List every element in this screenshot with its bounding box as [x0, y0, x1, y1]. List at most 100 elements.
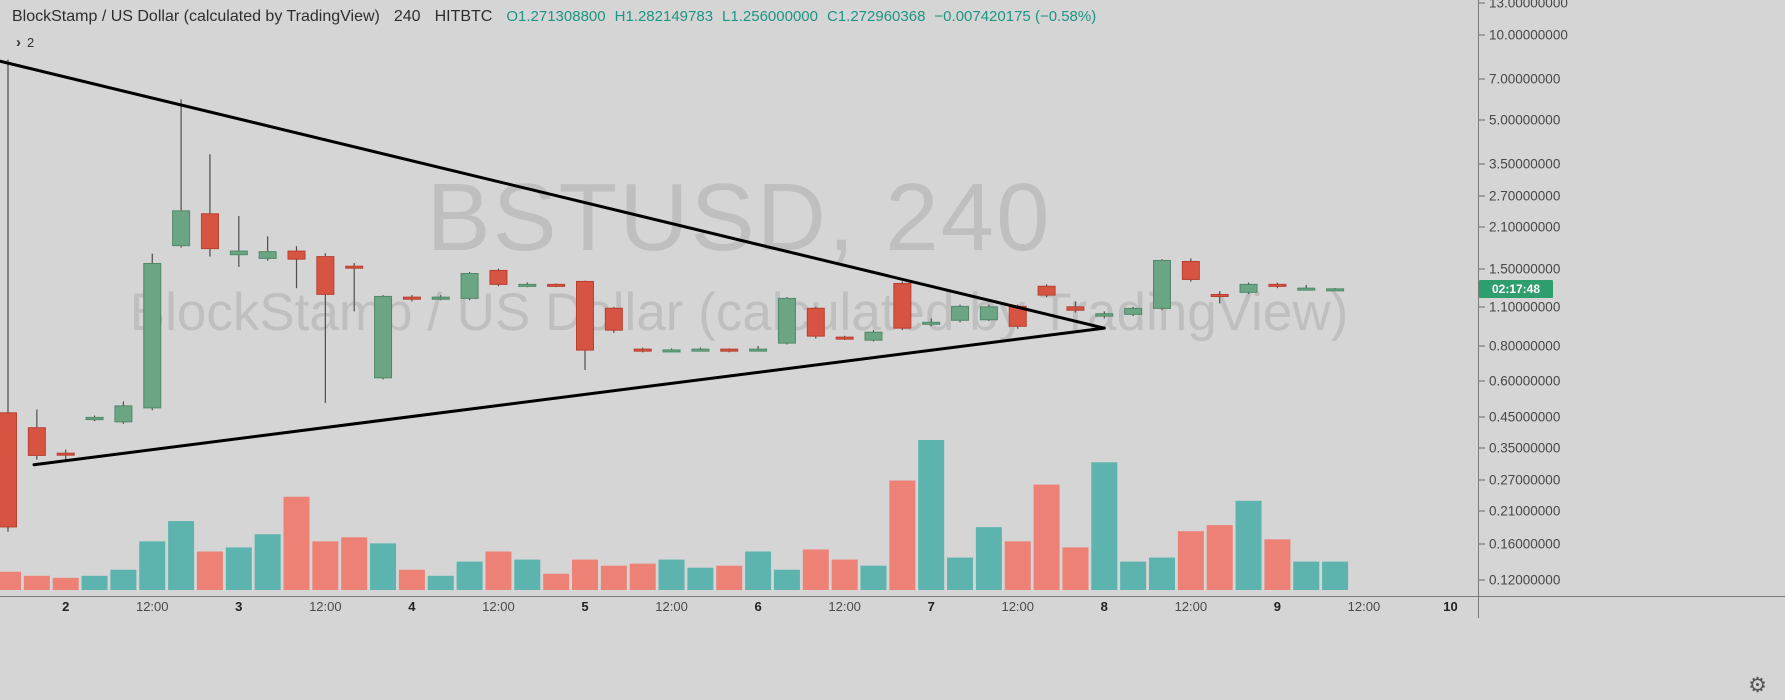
- candle-body: [604, 307, 623, 331]
- price-axis-label: 1.10000000: [1479, 299, 1560, 314]
- volume-bar: [1264, 539, 1291, 590]
- volume-bar: [1293, 561, 1320, 590]
- collapse-indicators-button[interactable]: › 2: [16, 35, 34, 50]
- ohlc-values: O1.271308800 H1.282149783 L1.256000000 C…: [506, 8, 1096, 25]
- price-tick-mark: [1479, 345, 1485, 347]
- open-value: O1.271308800: [506, 8, 606, 25]
- candle-body: [662, 349, 681, 353]
- volume-bar: [687, 567, 714, 590]
- candle-body: [316, 256, 335, 295]
- price-tick-text: 10.00000000: [1489, 27, 1568, 43]
- exchange-label: HITBTC: [434, 8, 493, 25]
- price-tick-mark: [1479, 195, 1485, 197]
- time-axis-label: 3: [235, 599, 243, 614]
- candle-body: [27, 427, 46, 456]
- price-axis-label: 7.00000000: [1479, 72, 1560, 87]
- volume-bar: [860, 565, 887, 590]
- volume-bar: [572, 559, 598, 590]
- trendline[interactable]: [32, 326, 1106, 467]
- price-axis-label: 0.27000000: [1479, 472, 1560, 487]
- price-tick-text: 7.00000000: [1489, 71, 1561, 87]
- price-tick-mark: [1479, 306, 1485, 308]
- price-axis[interactable]: 13.00000000 10.00000000 7.00000000 5.000000…: [1479, 0, 1785, 625]
- candle-body: [547, 283, 566, 287]
- high-value: H1.282149783: [614, 8, 714, 25]
- price-axis-label: 0.12000000: [1479, 572, 1560, 587]
- time-axis-label: 9: [1273, 599, 1282, 614]
- price-tick-mark: [1479, 226, 1485, 228]
- volume-bar: [802, 549, 829, 590]
- candle-body: [1181, 260, 1200, 280]
- price-tick-text: 0.35000000: [1489, 440, 1561, 456]
- price-tick-mark: [1479, 579, 1485, 581]
- volume-bar: [312, 541, 339, 590]
- volume-bar: [1120, 561, 1147, 590]
- volume-bar: [254, 534, 281, 590]
- candle-body: [143, 262, 162, 409]
- price-tick-mark: [1479, 163, 1485, 165]
- time-axis-label: 12:00: [1001, 599, 1035, 614]
- price-axis-label: 0.16000000: [1479, 537, 1560, 552]
- price-tick-text: 13.00000000: [1489, 0, 1568, 11]
- volume-bar: [283, 496, 310, 590]
- price-axis-label: 2.10000000: [1479, 220, 1560, 235]
- price-tick-mark: [1479, 479, 1485, 481]
- volume-bar: [110, 569, 137, 590]
- symbol-title[interactable]: BlockStamp / US Dollar (calculated by Tr…: [12, 8, 380, 25]
- candle-body: [345, 265, 364, 269]
- volume-bar: [427, 575, 454, 590]
- volume-bar: [341, 537, 368, 590]
- candle-body: [287, 250, 306, 260]
- volume-bar: [1206, 525, 1233, 590]
- price-axis-label: 13.00000000: [1479, 0, 1568, 10]
- candle-body: [229, 250, 248, 256]
- settings-gear-icon[interactable]: ⚙: [1748, 674, 1767, 697]
- price-tick-text: 2.70000000: [1489, 188, 1561, 204]
- candle-body: [518, 283, 537, 287]
- candle-body: [691, 348, 710, 352]
- time-axis-label: 4: [408, 599, 416, 614]
- candle-body: [1326, 288, 1345, 292]
- volume-bar: [196, 551, 223, 590]
- volume-bar: [168, 521, 195, 590]
- volume-bar: [716, 565, 743, 590]
- volume-bar: [52, 577, 79, 590]
- volume-bar: [0, 571, 21, 590]
- price-tick-mark: [1479, 510, 1485, 512]
- volume-bar: [629, 563, 656, 590]
- volume-bar: [456, 561, 483, 590]
- volume-bar: [543, 573, 570, 590]
- price-tick-mark: [1479, 543, 1485, 545]
- interval-value[interactable]: 240: [393, 8, 421, 25]
- candle-body: [258, 251, 277, 259]
- candle-body: [374, 295, 393, 379]
- price-axis-label: 5.00000000: [1479, 113, 1560, 128]
- price-tick-text: 1.10000000: [1489, 299, 1561, 315]
- change-value: −0.007420175 (−0.58%): [934, 8, 1097, 25]
- volume-bar: [1149, 557, 1175, 590]
- time-axis[interactable]: 2 12:00 3 12:00 4 12:00 5 12:00 6 12:00 7 12:00 8 12:…: [0, 599, 1478, 619]
- price-tick-mark: [1479, 380, 1485, 382]
- time-axis-label: 8: [1100, 599, 1108, 614]
- candle-body: [1153, 259, 1171, 309]
- trendline[interactable]: [0, 59, 1106, 330]
- time-axis-label: 12:00: [135, 599, 169, 614]
- price-tick-text: 0.12000000: [1489, 572, 1561, 588]
- candle-body: [1037, 285, 1056, 296]
- volume-bar: [947, 557, 974, 590]
- close-value: C1.272960368: [826, 8, 926, 25]
- price-tick-mark: [1479, 78, 1485, 80]
- candle-body: [172, 210, 191, 247]
- candle-body: [1066, 306, 1085, 311]
- time-axis-label: 12:00: [309, 599, 342, 614]
- volume-bar: [889, 480, 916, 590]
- indicator-count: 2: [27, 35, 35, 50]
- candle-body: [1095, 313, 1114, 317]
- candle-body: [0, 412, 17, 528]
- price-axis-label: 0.45000000: [1479, 409, 1560, 424]
- candle-body: [576, 280, 594, 351]
- volume-bar: [23, 575, 50, 590]
- time-axis-label: 6: [754, 599, 762, 614]
